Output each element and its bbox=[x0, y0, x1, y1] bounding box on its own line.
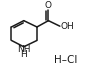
Text: NH: NH bbox=[17, 45, 31, 54]
Text: H–Cl: H–Cl bbox=[54, 55, 78, 65]
Text: OH: OH bbox=[60, 22, 74, 31]
Text: O: O bbox=[45, 1, 52, 10]
Text: H: H bbox=[20, 50, 27, 59]
